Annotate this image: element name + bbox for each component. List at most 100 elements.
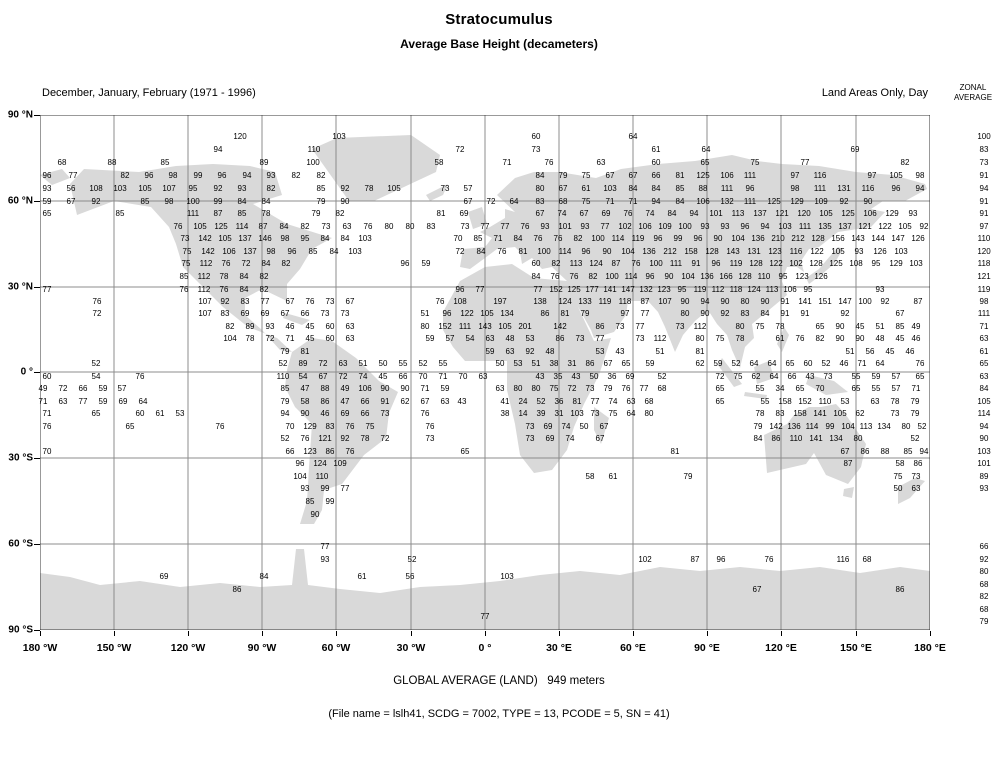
grid-cell-value: 90 bbox=[855, 334, 865, 343]
grid-cell-value: 64 bbox=[749, 359, 759, 368]
land-philippines bbox=[777, 327, 789, 352]
grid-cell-value: 113 bbox=[859, 422, 873, 431]
grid-cell-value: 80 bbox=[405, 222, 415, 231]
grid-cell-value: 69 bbox=[240, 309, 250, 318]
grid-cell-value: 97 bbox=[867, 171, 877, 180]
grid-cell-value: 158 bbox=[684, 247, 698, 256]
grid-cell-value: 107 bbox=[198, 297, 212, 306]
grid-cell-value: 68 bbox=[657, 384, 667, 393]
grid-cell-value: 73 bbox=[590, 409, 600, 418]
grid-cell-value: 48 bbox=[875, 334, 885, 343]
grid-cell-value: 93 bbox=[720, 222, 730, 231]
grid-cell-value: 79 bbox=[316, 197, 326, 206]
grid-cell-value: 128 bbox=[738, 272, 752, 281]
grid-cell-value: 60 bbox=[325, 322, 335, 331]
grid-cell-value: 52 bbox=[407, 555, 417, 564]
grid-cell-value: 93 bbox=[540, 222, 550, 231]
grid-cell-value: 59 bbox=[713, 359, 723, 368]
grid-cell-value: 133 bbox=[578, 297, 592, 306]
latitude-tick-mark bbox=[34, 630, 40, 631]
land-tasmania bbox=[843, 487, 854, 498]
grid-cell-value: 55 bbox=[871, 384, 881, 393]
grid-cell-value: 77 bbox=[600, 222, 610, 231]
grid-cell-value: 91 bbox=[380, 397, 390, 406]
zonal-average-value: 68 bbox=[979, 580, 989, 589]
grid-cell-value: 103 bbox=[358, 234, 372, 243]
grid-cell-value: 128 bbox=[749, 259, 763, 268]
grid-cell-value: 123 bbox=[768, 247, 782, 256]
grid-cell-value: 78 bbox=[735, 334, 745, 343]
grid-cell-value: 116 bbox=[836, 555, 850, 564]
grid-cell-value: 67 bbox=[605, 171, 615, 180]
grid-cell-value: 93 bbox=[875, 285, 885, 294]
grid-cell-value: 14 bbox=[518, 409, 528, 418]
grid-cell-value: 143 bbox=[726, 247, 740, 256]
grid-cell-value: 141 bbox=[798, 297, 812, 306]
grid-cell-value: 166 bbox=[719, 272, 733, 281]
grid-cell-value: 36 bbox=[607, 372, 617, 381]
grid-cell-value: 69 bbox=[459, 209, 469, 218]
grid-cell-value: 67 bbox=[895, 309, 905, 318]
grid-cell-value: 73 bbox=[321, 222, 331, 231]
grid-cell-value: 71 bbox=[605, 197, 615, 206]
land-greenland bbox=[312, 135, 440, 201]
grid-cell-value: 90 bbox=[380, 384, 390, 393]
grid-cell-value: 105 bbox=[218, 234, 232, 243]
grid-cell-value: 76 bbox=[42, 422, 52, 431]
grid-cell-value: 134 bbox=[500, 309, 514, 318]
grid-cell-value: 90 bbox=[310, 510, 320, 519]
grid-cell-value: 80 bbox=[535, 184, 545, 193]
grid-cell-value: 67 bbox=[66, 197, 76, 206]
grid-cell-value: 114 bbox=[611, 234, 625, 243]
grid-cell-value: 54 bbox=[298, 372, 308, 381]
grid-cell-value: 66 bbox=[78, 384, 88, 393]
grid-cell-value: 67 bbox=[558, 184, 568, 193]
grid-cell-value: 46 bbox=[911, 334, 921, 343]
grid-cell-value: 77 bbox=[639, 384, 649, 393]
grid-cell-value: 81 bbox=[436, 209, 446, 218]
grid-cell-value: 63 bbox=[911, 484, 921, 493]
grid-cell-value: 59 bbox=[485, 347, 495, 356]
grid-cell-value: 59 bbox=[425, 334, 435, 343]
land-north-america bbox=[70, 164, 332, 352]
grid-cell-value: 54 bbox=[91, 372, 101, 381]
grid-cell-value: 111 bbox=[798, 222, 812, 231]
grid-cell-value: 76 bbox=[569, 272, 579, 281]
grid-cell-value: 93 bbox=[320, 555, 330, 564]
grid-cell-value: 90 bbox=[863, 197, 873, 206]
grid-cell-value: 82 bbox=[815, 334, 825, 343]
grid-cell-value: 76 bbox=[623, 209, 633, 218]
grid-cell-value: 84 bbox=[535, 171, 545, 180]
grid-cell-value: 75 bbox=[549, 384, 559, 393]
grid-cell-value: 52 bbox=[278, 359, 288, 368]
grid-cell-value: 106 bbox=[222, 247, 236, 256]
grid-cell-value: 48 bbox=[545, 347, 555, 356]
grid-cell-value: 68 bbox=[558, 197, 568, 206]
grid-cell-value: 53 bbox=[175, 409, 185, 418]
grid-cell-value: 121 bbox=[318, 434, 332, 443]
zonal-average-value: 83 bbox=[979, 145, 989, 154]
grid-cell-value: 79 bbox=[753, 422, 763, 431]
grid-cell-value: 119 bbox=[729, 259, 743, 268]
grid-cell-value: 105 bbox=[387, 184, 401, 193]
grid-cell-value: 84 bbox=[667, 209, 677, 218]
grid-cell-value: 152 bbox=[438, 322, 452, 331]
grid-cell-value: 67 bbox=[579, 209, 589, 218]
grid-cell-value: 46 bbox=[839, 359, 849, 368]
grid-cell-value: 113 bbox=[731, 209, 745, 218]
grid-cell-value: 83 bbox=[426, 222, 436, 231]
grid-cell-value: 58 bbox=[300, 397, 310, 406]
grid-cell-value: 105 bbox=[889, 171, 903, 180]
grid-cell-value: 92 bbox=[220, 297, 230, 306]
grid-cell-value: 75 bbox=[581, 197, 591, 206]
grid-cell-value: 84 bbox=[753, 434, 763, 443]
grid-cell-value: 78 bbox=[219, 272, 229, 281]
latitude-tick-label: 90 °N bbox=[7, 109, 33, 121]
grid-cell-value: 81 bbox=[670, 447, 680, 456]
grid-cell-value: 125 bbox=[214, 222, 228, 231]
grid-cell-value: 105 bbox=[819, 209, 833, 218]
grid-cell-value: 63 bbox=[626, 397, 636, 406]
latitude-tick-mark bbox=[34, 115, 40, 116]
grid-cell-value: 84 bbox=[531, 272, 541, 281]
grid-cell-value: 93 bbox=[237, 184, 247, 193]
